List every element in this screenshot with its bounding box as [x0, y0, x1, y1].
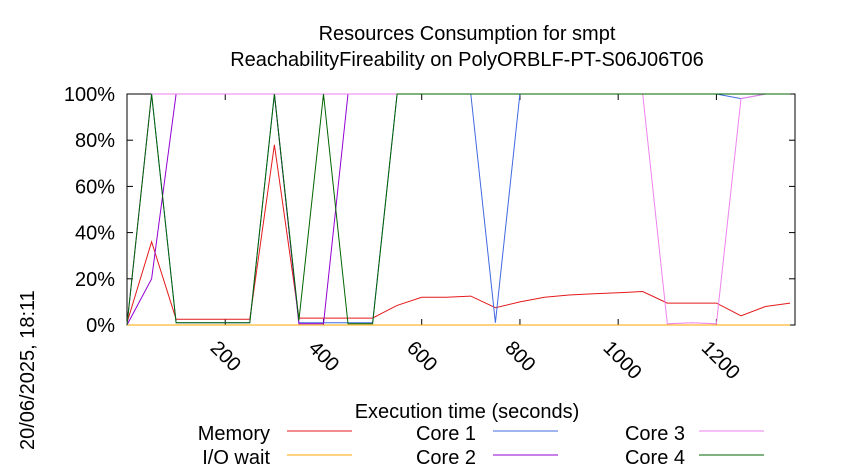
series-line-core-3	[126, 93, 791, 326]
series-line-core-1	[126, 93, 791, 326]
x-tick-label: 800	[500, 337, 539, 376]
legend-label-core-4: Core 4	[625, 447, 685, 469]
x-tick-label: 400	[304, 337, 343, 376]
x-tick-label: 600	[402, 337, 441, 376]
y-tick-label: 80%	[75, 130, 115, 152]
chart-title: Resources Consumption for smpt	[319, 23, 616, 45]
series-line-core-4	[126, 93, 791, 326]
axis-ticks: 0% 20% 40% 60% 80% 100% 200 400 600 800 1000 1200	[64, 84, 795, 384]
timestamp: 20/06/2025, 18:11	[17, 290, 39, 450]
y-tick-label: 20%	[75, 269, 115, 291]
series-layer	[126, 93, 791, 326]
y-tick-label: 0%	[86, 315, 115, 337]
series-line-memory	[126, 144, 791, 323]
legend-label-i-o-wait: I/O wait	[202, 447, 270, 469]
plot-area	[126, 93, 796, 326]
plot-border	[126, 93, 796, 326]
series-line-core-2	[126, 93, 791, 326]
legend-label-core-2: Core 2	[416, 447, 476, 469]
chart-subtitle: ReachabilityFireability on PolyORBLF-PT-…	[230, 49, 704, 71]
x-tick-label: 200	[206, 337, 245, 376]
legend-label-core-3: Core 3	[625, 423, 685, 445]
legend-label-memory: Memory	[198, 423, 270, 445]
x-tick-label: 1200	[697, 337, 744, 384]
x-axis-label: Execution time (seconds)	[355, 401, 580, 423]
y-tick-label: 40%	[75, 223, 115, 245]
y-tick-label: 60%	[75, 176, 115, 198]
y-tick-label: 100%	[64, 84, 115, 106]
legend-label-core-1: Core 1	[416, 423, 476, 445]
x-tick-label: 1000	[599, 337, 646, 384]
